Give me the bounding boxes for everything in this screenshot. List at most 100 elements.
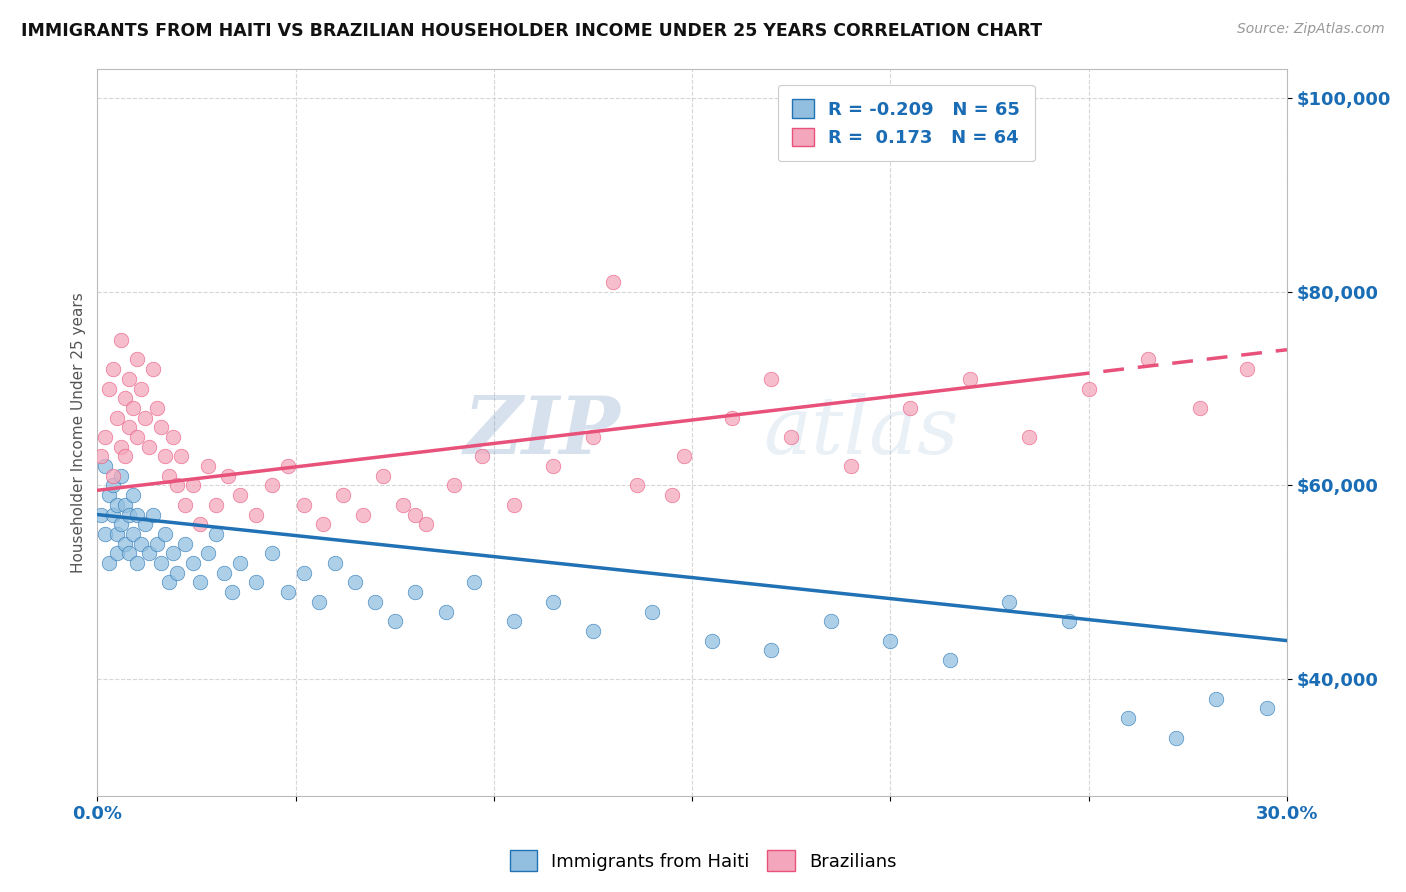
Point [205, 498, 228, 512]
Point [1116, 711, 1139, 725]
Point [162, 430, 184, 444]
Point [221, 585, 243, 599]
Point [602, 275, 624, 289]
Point [292, 566, 315, 580]
Point [105, 527, 128, 541]
Point [1188, 401, 1211, 415]
Point [157, 575, 180, 590]
Point [125, 430, 148, 444]
Text: Source: ZipAtlas.com: Source: ZipAtlas.com [1237, 22, 1385, 37]
Point [229, 556, 252, 570]
Point [94, 527, 117, 541]
Point [125, 508, 148, 522]
Point [122, 488, 145, 502]
Point [323, 556, 346, 570]
Point [582, 430, 605, 444]
Point [181, 556, 204, 570]
Point [157, 468, 180, 483]
Point [138, 440, 160, 454]
Point [502, 498, 524, 512]
Point [205, 527, 228, 541]
Point [434, 605, 457, 619]
Point [277, 585, 299, 599]
Point [114, 391, 136, 405]
Point [471, 450, 494, 464]
Point [217, 468, 239, 483]
Point [720, 410, 742, 425]
Point [761, 372, 783, 386]
Point [166, 478, 188, 492]
Point [626, 478, 648, 492]
Point [122, 527, 145, 541]
Point [173, 498, 195, 512]
Point [90, 508, 112, 522]
Point [1137, 352, 1160, 367]
Point [543, 595, 565, 609]
Point [404, 585, 426, 599]
Point [169, 450, 191, 464]
Point [129, 382, 152, 396]
Point [110, 517, 132, 532]
Point [114, 536, 136, 550]
Point [332, 488, 354, 502]
Point [149, 556, 172, 570]
Point [384, 614, 406, 628]
Point [898, 401, 921, 415]
Point [371, 468, 394, 483]
Point [173, 536, 195, 550]
Point [105, 410, 128, 425]
Point [129, 536, 152, 550]
Point [94, 459, 117, 474]
Point [94, 430, 117, 444]
Point [190, 517, 212, 532]
Point [780, 430, 803, 444]
Point [110, 333, 132, 347]
Point [277, 459, 299, 474]
Point [1205, 691, 1227, 706]
Point [364, 595, 387, 609]
Point [146, 401, 169, 415]
Point [260, 546, 283, 560]
Point [90, 450, 112, 464]
Point [146, 536, 169, 550]
Point [344, 575, 367, 590]
Point [142, 508, 165, 522]
Point [245, 508, 267, 522]
Point [543, 459, 565, 474]
Point [118, 372, 141, 386]
Point [463, 575, 485, 590]
Point [229, 488, 252, 502]
Point [103, 362, 125, 376]
Point [939, 653, 962, 667]
Point [149, 420, 172, 434]
Point [153, 527, 176, 541]
Point [105, 546, 128, 560]
Point [415, 517, 437, 532]
Point [959, 372, 981, 386]
Point [162, 546, 184, 560]
Point [138, 546, 160, 560]
Point [1057, 614, 1080, 628]
Point [308, 595, 330, 609]
Point [641, 605, 664, 619]
Point [110, 468, 132, 483]
Point [110, 440, 132, 454]
Point [292, 498, 315, 512]
Text: IMMIGRANTS FROM HAITI VS BRAZILIAN HOUSEHOLDER INCOME UNDER 25 YEARS CORRELATION: IMMIGRANTS FROM HAITI VS BRAZILIAN HOUSE… [21, 22, 1042, 40]
Point [673, 450, 696, 464]
Point [114, 498, 136, 512]
Point [197, 459, 219, 474]
Point [212, 566, 235, 580]
Point [134, 517, 156, 532]
Point [122, 401, 145, 415]
Point [118, 420, 141, 434]
Point [125, 352, 148, 367]
Point [134, 410, 156, 425]
Point [1164, 731, 1187, 745]
Point [879, 633, 901, 648]
Point [391, 498, 413, 512]
Point [166, 566, 188, 580]
Text: ZIP: ZIP [464, 393, 621, 471]
Point [761, 643, 783, 657]
Point [153, 450, 176, 464]
